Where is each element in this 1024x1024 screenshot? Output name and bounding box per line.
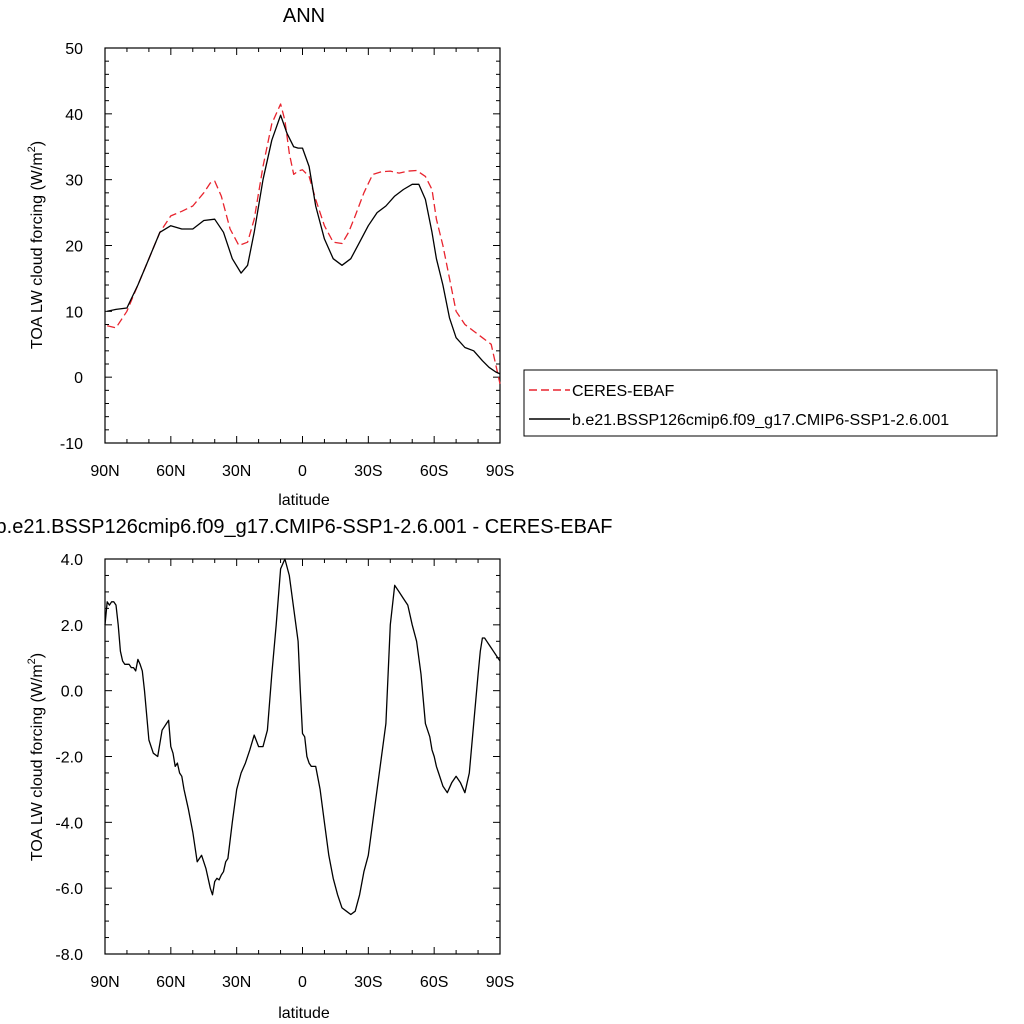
- top-x-tick-label: 90N: [90, 463, 119, 480]
- top-y-tick-label: 20: [65, 239, 83, 256]
- top-plot-frame: [104, 47, 501, 444]
- top-panel: ANN 90N 60N 30N 0 30S 60S 90S -10 0 10 20 30 40 50 la…: [26, 5, 998, 509]
- bottom-y-axis-label: TOA LW cloud forcing (W/m2): [26, 653, 46, 861]
- top-x-tick-label: 60N: [156, 463, 185, 480]
- legend-label-ceres-ebaf: CERES-EBAF: [572, 383, 674, 400]
- top-x-tick-label: 60S: [420, 463, 448, 480]
- bottom-x-tick-label: 90N: [90, 974, 119, 991]
- bottom-x-tick-label: 0: [298, 974, 307, 991]
- top-x-tick-label: 30S: [354, 463, 382, 480]
- bottom-y-tick-label: -6.0: [55, 881, 83, 898]
- top-x-tick-label: 30N: [222, 463, 251, 480]
- top-y-tick-label: 0: [74, 370, 83, 387]
- top-x-tick-label: 90S: [486, 463, 514, 480]
- bottom-x-tick-label: 30S: [354, 974, 382, 991]
- bottom-y-tick-label: -2.0: [55, 750, 83, 767]
- bottom-y-tick-label: -8.0: [55, 947, 83, 964]
- legend-box: [523, 369, 998, 437]
- bottom-x-tick-label: 30N: [222, 974, 251, 991]
- top-y-tick-label: 30: [65, 173, 83, 190]
- top-x-tick-label: 0: [298, 463, 307, 480]
- top-plot-area: 90N 60N 30N 0 30S 60S 90S -10 0 10 20 30 40 50: [60, 41, 514, 480]
- top-y-tick-label: 40: [65, 107, 83, 124]
- bottom-x-tick-label: 90S: [486, 974, 514, 991]
- bottom-panel: b.e21.BSSP126cmip6.f09_g17.CMIP6-SSP1-2.…: [0, 516, 612, 1022]
- bottom-y-tick-label: -4.0: [55, 815, 83, 832]
- bottom-y-tick-label: 0.0: [61, 684, 83, 701]
- legend: CERES-EBAF b.e21.BSSP126cmip6.f09_g17.CM…: [523, 369, 998, 437]
- bottom-chart-title: b.e21.BSSP126cmip6.f09_g17.CMIP6-SSP1-2.…: [0, 516, 612, 538]
- top-series-line-ceres-ebaf: [107, 103, 501, 384]
- bottom-x-tick-label: 60N: [156, 974, 185, 991]
- top-y-tick-label: 50: [65, 41, 83, 58]
- top-y-tick-label: 10: [65, 304, 83, 321]
- bottom-x-axis-label: latitude: [278, 1005, 330, 1022]
- legend-label-model: b.e21.BSSP126cmip6.f09_g17.CMIP6-SSP1-2.…: [572, 412, 949, 429]
- bottom-plot-frame: [104, 558, 501, 955]
- bottom-series-line-difference: [104, 558, 501, 916]
- top-x-axis-label: latitude: [278, 492, 330, 509]
- top-chart-title: ANN: [283, 5, 325, 27]
- top-y-tick-label: -10: [60, 436, 83, 453]
- bottom-y-tick-label: 4.0: [61, 552, 83, 569]
- top-series-line-b-e21-bssp126cmip6-f09-g17-cmip6-ssp1-2-6-001: [107, 114, 501, 375]
- bottom-x-tick-label: 60S: [420, 974, 448, 991]
- top-y-axis-label: TOA LW cloud forcing (W/m2): [26, 141, 46, 349]
- bottom-y-tick-label: 2.0: [61, 618, 83, 635]
- bottom-plot-area: 90N 60N 30N 0 30S 60S 90S -8.0 -6.0 -4.0 -2.0 0.0 2.…: [55, 552, 514, 991]
